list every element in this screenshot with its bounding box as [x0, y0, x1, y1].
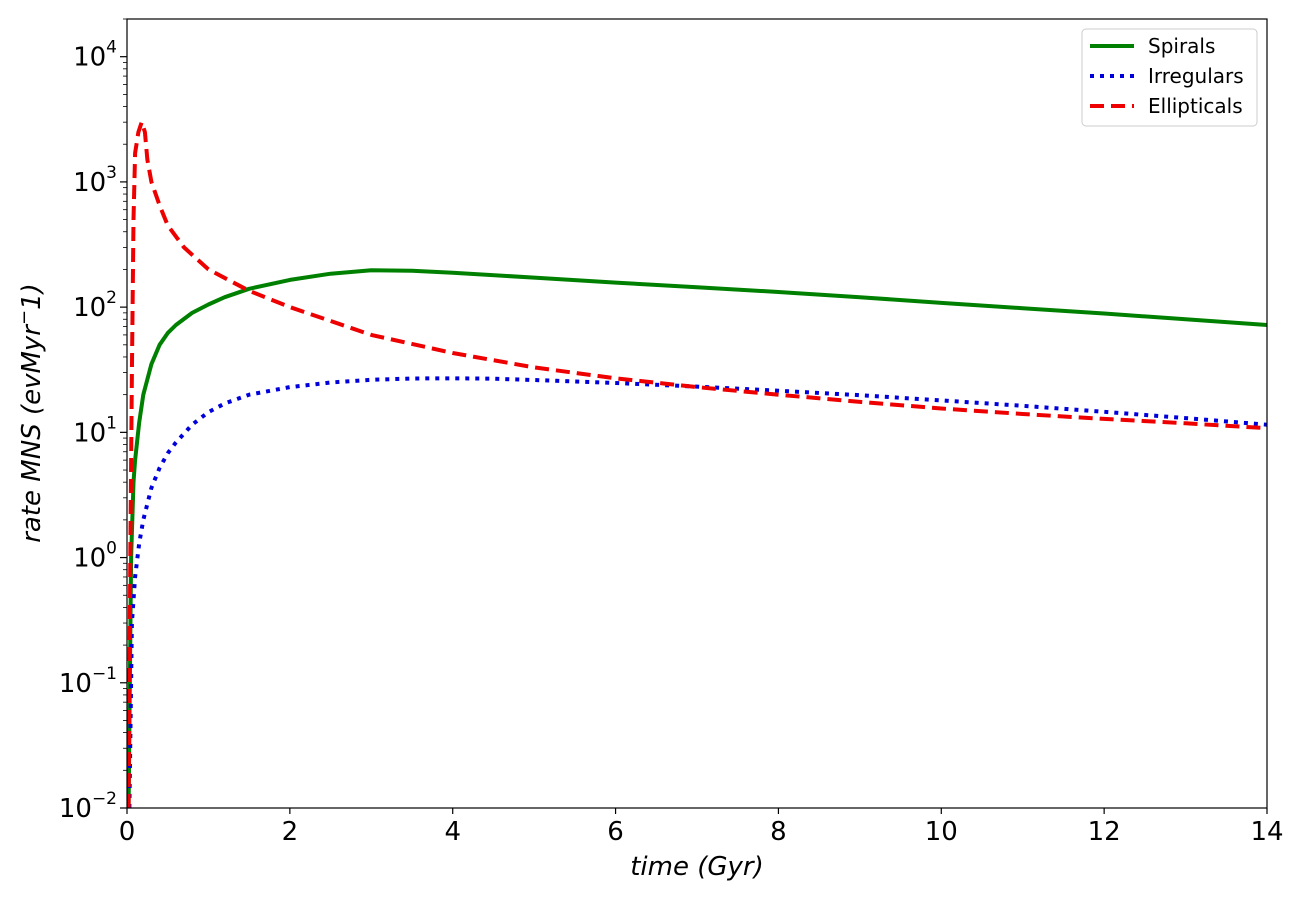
- legend-label: Irregulars: [1148, 64, 1244, 88]
- y-tick-label: 100: [73, 539, 117, 574]
- x-tick-label: 12: [1088, 817, 1121, 847]
- plot-frame: [126, 18, 1268, 809]
- y-tick-label: 101: [73, 413, 117, 448]
- legend-box: [1081, 28, 1258, 127]
- y-axis-label-main: rate MNS (evMyr: [17, 323, 47, 543]
- legend-item-irregulars: Irregulars: [1090, 64, 1244, 88]
- y-axis-label-end: 1): [17, 283, 47, 310]
- series-line-irregulars: [127, 376, 1267, 808]
- x-tick-label: 2: [282, 817, 299, 847]
- y-tick-label: 104: [73, 38, 117, 73]
- y-axis-label-superscript: −: [14, 310, 35, 325]
- x-tick-label: 0: [119, 817, 136, 847]
- series-line-ellipticals: [127, 120, 1267, 808]
- x-tick-label: 4: [444, 817, 461, 847]
- x-tick-label: 8: [770, 817, 787, 847]
- legend-label: Ellipticals: [1148, 94, 1243, 118]
- y-tick-label: 10−2: [59, 789, 117, 824]
- x-tick-label: 6: [607, 817, 624, 847]
- legend: Spirals Irregulars Ellipticals: [1081, 28, 1258, 127]
- legend-item-spirals: Spirals: [1090, 34, 1215, 58]
- y-tick-label: 10−1: [59, 664, 117, 699]
- x-axis-label: time (Gyr): [630, 852, 764, 882]
- legend-item-ellipticals: Ellipticals: [1090, 94, 1243, 118]
- y-tick-label: 103: [73, 163, 117, 198]
- y-axis-label: rate MNS (evMyr−1): [14, 283, 47, 543]
- y-tick-label: 102: [73, 288, 117, 323]
- legend-label: Spirals: [1148, 34, 1215, 58]
- ticks-layer: 0 2 4 6 8 10 12 14 10−2 10−1 100 101 102 103 104: [59, 18, 1284, 847]
- x-tick-label: 14: [1250, 817, 1283, 847]
- series-layer: [127, 120, 1267, 808]
- x-tick-label: 10: [925, 817, 958, 847]
- series-line-spirals: [127, 268, 1267, 808]
